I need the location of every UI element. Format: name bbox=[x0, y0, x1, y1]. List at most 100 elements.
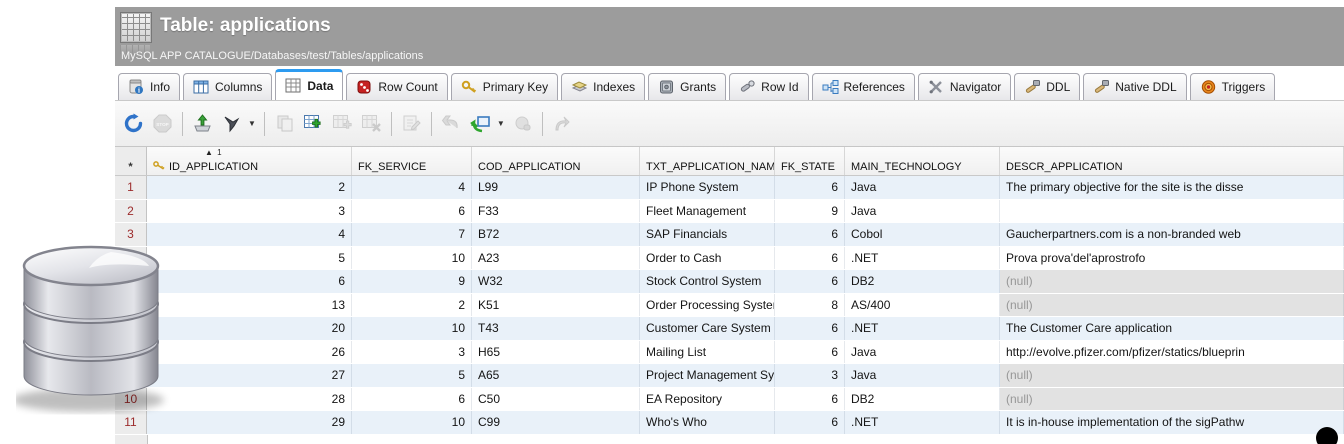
cell-fk-state[interactable]: 8 bbox=[775, 294, 845, 317]
cell-txt-application-name[interactable]: Project Management System bbox=[640, 364, 775, 387]
tab-row-count[interactable]: Row Count bbox=[346, 73, 447, 100]
cell-fk-service[interactable]: 6 bbox=[352, 200, 472, 223]
cell-fk-state[interactable]: 6 bbox=[775, 411, 845, 434]
grid-corner-cell[interactable]: * bbox=[115, 147, 147, 175]
cell-txt-application-name[interactable]: Who's Who bbox=[640, 411, 775, 434]
cell-id-application[interactable]: 26 bbox=[147, 341, 352, 364]
tab-native-ddl[interactable]: Native DDL bbox=[1083, 73, 1186, 100]
cell-descr-application[interactable] bbox=[1000, 200, 1344, 223]
cell-txt-application-name[interactable]: Stock Control System bbox=[640, 270, 775, 293]
tab-columns[interactable]: Columns bbox=[183, 73, 272, 100]
cell-main-technology[interactable]: .NET bbox=[845, 317, 1000, 340]
cell-id-application[interactable]: 4 bbox=[147, 223, 352, 246]
cell-fk-state[interactable]: 6 bbox=[775, 341, 845, 364]
cell-descr-application[interactable]: (null) bbox=[1000, 270, 1344, 293]
column-header-txt-application-name[interactable]: TXT_APPLICATION_NAME bbox=[640, 147, 775, 175]
cell-cod-application[interactable]: C99 bbox=[472, 411, 640, 434]
cell-cod-application[interactable]: A65 bbox=[472, 364, 640, 387]
cell-txt-application-name[interactable]: Order to Cash bbox=[640, 247, 775, 270]
cell-cod-application[interactable]: T43 bbox=[472, 317, 640, 340]
cell-cod-application[interactable]: L99 bbox=[472, 176, 640, 199]
cell-main-technology[interactable]: Cobol bbox=[845, 223, 1000, 246]
cell-txt-application-name[interactable]: Mailing List bbox=[640, 341, 775, 364]
tab-primary-key[interactable]: Primary Key bbox=[451, 73, 558, 100]
cell-id-application[interactable]: 3 bbox=[147, 200, 352, 223]
export-button[interactable] bbox=[189, 110, 216, 137]
cell-cod-application[interactable]: W32 bbox=[472, 270, 640, 293]
cell-fk-state[interactable]: 6 bbox=[775, 388, 845, 411]
cell-main-technology[interactable]: .NET bbox=[845, 247, 1000, 270]
cell-main-technology[interactable]: AS/400 bbox=[845, 294, 1000, 317]
column-header-main-technology[interactable]: MAIN_TECHNOLOGY bbox=[845, 147, 1000, 175]
dropdown-caret-icon[interactable]: ▼ bbox=[497, 119, 505, 128]
dropdown-caret-icon[interactable]: ▼ bbox=[248, 119, 256, 128]
cell-txt-application-name[interactable]: Customer Care System bbox=[640, 317, 775, 340]
cell-fk-service[interactable]: 4 bbox=[352, 176, 472, 199]
cell-cod-application[interactable]: H65 bbox=[472, 341, 640, 364]
cell-fk-state[interactable]: 9 bbox=[775, 200, 845, 223]
row-number[interactable]: 2 bbox=[115, 200, 147, 223]
cell-descr-application[interactable]: The primary objective for the site is th… bbox=[1000, 176, 1344, 199]
cell-main-technology[interactable]: Java bbox=[845, 341, 1000, 364]
cell-fk-service[interactable]: 10 bbox=[352, 247, 472, 270]
cell-fk-service[interactable]: 10 bbox=[352, 317, 472, 340]
cell-cod-application[interactable]: C50 bbox=[472, 388, 640, 411]
tab-indexes[interactable]: Indexes bbox=[561, 73, 645, 100]
cell-txt-application-name[interactable]: IP Phone System bbox=[640, 176, 775, 199]
column-header-fk-state[interactable]: FK_STATE bbox=[775, 147, 845, 175]
cell-main-technology[interactable]: Java bbox=[845, 176, 1000, 199]
tab-navigator[interactable]: Navigator bbox=[918, 73, 1011, 100]
cell-cod-application[interactable]: B72 bbox=[472, 223, 640, 246]
column-header-id-application[interactable]: ID_APPLICATION▲ 1 bbox=[147, 147, 352, 175]
cell-main-technology[interactable]: .NET bbox=[845, 411, 1000, 434]
cell-descr-application[interactable]: Prova prova'del'aprostrofo bbox=[1000, 247, 1344, 270]
cell-txt-application-name[interactable]: Order Processing System bbox=[640, 294, 775, 317]
cell-fk-service[interactable]: 7 bbox=[352, 223, 472, 246]
cell-main-technology[interactable]: DB2 bbox=[845, 388, 1000, 411]
cell-txt-application-name[interactable]: Fleet Management bbox=[640, 200, 775, 223]
tab-info[interactable]: iInfo bbox=[118, 73, 180, 100]
column-header-descr-application[interactable]: DESCR_APPLICATION bbox=[1000, 147, 1344, 175]
tab-row-id[interactable]: Row Id bbox=[729, 73, 808, 100]
cell-id-application[interactable]: 28 bbox=[147, 388, 352, 411]
cell-fk-service[interactable]: 2 bbox=[352, 294, 472, 317]
tab-ddl[interactable]: DDL bbox=[1014, 73, 1080, 100]
cell-txt-application-name[interactable]: SAP Financials bbox=[640, 223, 775, 246]
tab-references[interactable]: References bbox=[812, 73, 915, 100]
reload-button[interactable] bbox=[120, 110, 147, 137]
cell-descr-application[interactable]: (null) bbox=[1000, 294, 1344, 317]
cell-descr-application[interactable]: (null) bbox=[1000, 364, 1344, 387]
cell-descr-application[interactable]: Gaucherpartners.com is a non-branded web bbox=[1000, 223, 1344, 246]
cell-fk-service[interactable]: 6 bbox=[352, 388, 472, 411]
cell-id-application[interactable]: 13 bbox=[147, 294, 352, 317]
cell-cod-application[interactable]: F33 bbox=[472, 200, 640, 223]
cell-id-application[interactable]: 27 bbox=[147, 364, 352, 387]
column-header-fk-service[interactable]: FK_SERVICE bbox=[352, 147, 472, 175]
cell-txt-application-name[interactable]: EA Repository bbox=[640, 388, 775, 411]
row-number[interactable]: 1 bbox=[115, 176, 147, 199]
cell-fk-service[interactable]: 5 bbox=[352, 364, 472, 387]
insert-row-button[interactable] bbox=[300, 110, 327, 137]
cell-fk-state[interactable]: 3 bbox=[775, 364, 845, 387]
cell-id-application[interactable]: 29 bbox=[147, 411, 352, 434]
cell-descr-application[interactable]: http://evolve.pfizer.com/pfizer/statics/… bbox=[1000, 341, 1344, 364]
cell-fk-state[interactable]: 6 bbox=[775, 247, 845, 270]
tab-grants[interactable]: Grants bbox=[648, 73, 726, 100]
cell-cod-application[interactable]: K51 bbox=[472, 294, 640, 317]
filter-button[interactable] bbox=[218, 110, 245, 137]
cell-fk-state[interactable]: 6 bbox=[775, 270, 845, 293]
cell-fk-state[interactable]: 6 bbox=[775, 176, 845, 199]
cell-descr-application[interactable]: It is in-house implementation of the sig… bbox=[1000, 411, 1344, 434]
column-header-cod-application[interactable]: COD_APPLICATION bbox=[472, 147, 640, 175]
cell-id-application[interactable]: 5 bbox=[147, 247, 352, 270]
cell-id-application[interactable]: 2 bbox=[147, 176, 352, 199]
cell-fk-service[interactable]: 3 bbox=[352, 341, 472, 364]
cell-descr-application[interactable]: The Customer Care application bbox=[1000, 317, 1344, 340]
tab-data[interactable]: Data bbox=[275, 69, 343, 100]
cell-fk-service[interactable]: 9 bbox=[352, 270, 472, 293]
cell-descr-application[interactable]: (null) bbox=[1000, 388, 1344, 411]
cell-fk-service[interactable]: 10 bbox=[352, 411, 472, 434]
cell-id-application[interactable]: 20 bbox=[147, 317, 352, 340]
cell-main-technology[interactable]: Java bbox=[845, 200, 1000, 223]
cell-id-application[interactable]: 6 bbox=[147, 270, 352, 293]
